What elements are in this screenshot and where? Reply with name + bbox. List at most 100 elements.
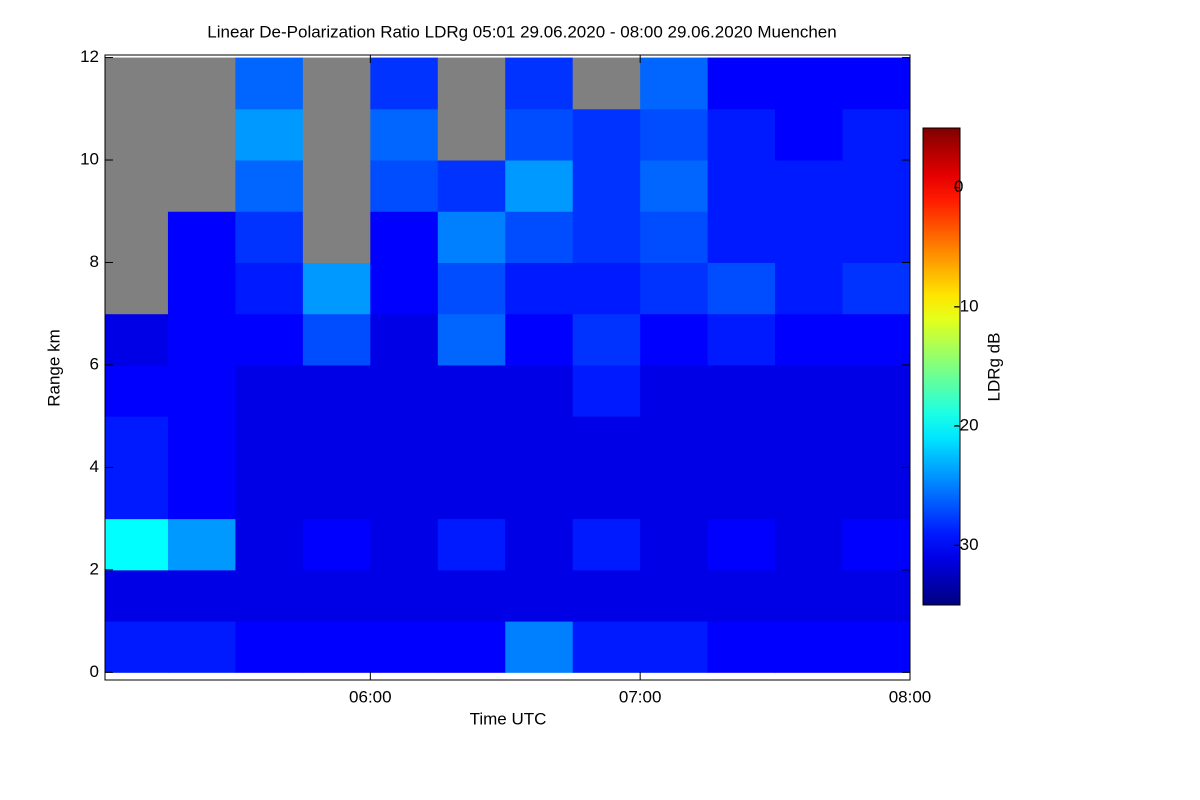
heatmap-cell: [572, 621, 641, 673]
y-tick-label: 0: [90, 662, 99, 681]
heatmap-cell: [235, 364, 304, 417]
heatmap-cell: [842, 211, 911, 263]
colorbar: [922, 127, 961, 606]
heatmap-cell: [105, 108, 169, 161]
heatmap-cell: [437, 467, 506, 520]
heatmap-cell: [572, 160, 641, 212]
heatmap-cell: [302, 313, 371, 366]
heatmap-cell: [302, 518, 371, 571]
heatmap-cell: [505, 313, 574, 366]
heatmap-cell: [437, 160, 506, 212]
heatmap-cell: [235, 160, 304, 212]
heatmap-cell: [167, 313, 236, 366]
heatmap-cell: [640, 211, 709, 263]
heatmap-cell: [640, 262, 709, 315]
heatmap-cell: [437, 313, 506, 366]
heatmap-cell: [707, 262, 776, 315]
heatmap-cell: [235, 416, 304, 468]
x-axis-label: Time UTC: [470, 709, 547, 728]
heatmap-cell: [640, 621, 709, 673]
heatmap-cell: [167, 57, 236, 110]
heatmap-cell: [505, 160, 574, 212]
heatmap-cell: [505, 416, 574, 468]
heatmap-cell: [167, 569, 236, 622]
y-tick-label: 4: [90, 457, 99, 476]
heatmap-cell: [842, 518, 911, 571]
chart-title: Linear De-Polarization Ratio LDRg 05:01 …: [207, 22, 836, 41]
heatmap-cell: [437, 57, 506, 110]
heatmap-cell: [437, 569, 506, 622]
heatmap-cell: [707, 364, 776, 417]
heatmap-cell: [167, 262, 236, 315]
heatmap-cell: [167, 518, 236, 571]
heatmap-cell: [640, 108, 709, 161]
heatmap-cell: [505, 108, 574, 161]
heatmap-cell: [572, 364, 641, 417]
heatmap-cell: [302, 160, 371, 212]
y-tick-label: 2: [90, 559, 99, 578]
heatmap-cell: [640, 416, 709, 468]
heatmap-cell: [572, 467, 641, 520]
heatmap-cell: [572, 569, 641, 622]
heatmap-cell: [572, 262, 641, 315]
heatmap-cell: [235, 569, 304, 622]
heatmap-cell: [370, 262, 439, 315]
heatmap-cell: [707, 108, 776, 161]
heatmap-cell: [842, 621, 911, 673]
heatmap-cell: [572, 108, 641, 161]
heatmap-cell: [302, 467, 371, 520]
heatmap-cell: [775, 57, 844, 110]
heatmap-cell: [370, 569, 439, 622]
heatmap-cell: [775, 621, 844, 673]
heatmap-cell: [707, 467, 776, 520]
heatmap-cell: [167, 467, 236, 520]
heatmap-cell: [505, 621, 574, 673]
heatmap-cell: [235, 108, 304, 161]
heatmap-cell: [105, 416, 169, 468]
heatmap-cell: [437, 518, 506, 571]
heatmap-cell: [640, 313, 709, 366]
heatmap-cell: [302, 364, 371, 417]
heatmap-cell: [105, 621, 169, 673]
heatmap-cell: [105, 364, 169, 417]
heatmap-cell: [842, 262, 911, 315]
heatmap-cell: [572, 518, 641, 571]
heatmap-cell: [370, 313, 439, 366]
x-tick-label: 07:00: [619, 687, 662, 706]
heatmap-cell: [235, 211, 304, 263]
heatmap-cell: [842, 416, 911, 468]
heatmap-cell: [167, 108, 236, 161]
heatmap-cell: [775, 211, 844, 263]
heatmap-cell: [370, 621, 439, 673]
heatmap-cell: [707, 621, 776, 673]
heatmap-cell: [775, 569, 844, 622]
heatmap-cell: [370, 364, 439, 417]
heatmap-cell: [505, 467, 574, 520]
heatmap-cell: [235, 621, 304, 673]
heatmap-cell: [707, 211, 776, 263]
heatmap-cell: [842, 160, 911, 212]
heatmap-cell: [370, 108, 439, 161]
heatmap-cell: [707, 518, 776, 571]
heatmap-cell: [105, 313, 169, 366]
colorbar-tick-label: -10: [954, 296, 979, 315]
heatmap-cell: [105, 467, 169, 520]
heatmap-cell: [370, 518, 439, 571]
heatmap-cell: [437, 416, 506, 468]
heatmap-cell: [640, 467, 709, 520]
heatmap-cell: [505, 211, 574, 263]
heatmap-cell: [370, 211, 439, 263]
heatmap-cell: [640, 518, 709, 571]
heatmap-cell: [302, 621, 371, 673]
heatmap-cell: [105, 211, 169, 263]
heatmap-cell: [640, 160, 709, 212]
heatmap-cell: [437, 262, 506, 315]
heatmap-cell: [370, 416, 439, 468]
heatmap-cell: [572, 313, 641, 366]
heatmap-cell: [842, 313, 911, 366]
heatmap-cell: [707, 160, 776, 212]
y-tick-label: 6: [90, 354, 99, 373]
y-tick-label: 10: [80, 150, 99, 169]
plot-frame: [104, 54, 911, 681]
